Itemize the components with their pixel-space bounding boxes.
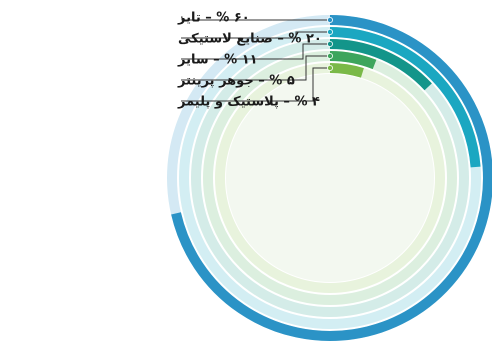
leader-dot: [326, 28, 333, 35]
leader-dot: [326, 41, 333, 48]
leader-line: [181, 43, 330, 60]
ring-value-arc: [329, 51, 377, 70]
chart-inner-fill: [226, 74, 434, 282]
leader-line: [181, 16, 330, 21]
leader-line: [181, 55, 330, 81]
ring-value-arc: [329, 27, 481, 168]
leader-line: [181, 31, 330, 39]
ring-value-arc: [171, 15, 492, 341]
leader-dot: [326, 65, 333, 72]
series-label: ۵ % – جوهر پرینتر: [177, 74, 295, 89]
leader-dot: [326, 16, 333, 23]
ring-value-arc: [329, 63, 364, 78]
series-label: ۶۰ % – تایر: [177, 11, 250, 26]
series-label: ۴ % – پلاستیک و پلیمر: [177, 95, 320, 110]
leader-dot: [326, 53, 333, 60]
leader-line: [181, 67, 330, 102]
series-label: ۲۰ % – صنایع لاستیکی: [178, 32, 322, 47]
ring-value-arc: [329, 39, 432, 91]
series-label: ۱۱ % – سایر: [177, 53, 258, 68]
